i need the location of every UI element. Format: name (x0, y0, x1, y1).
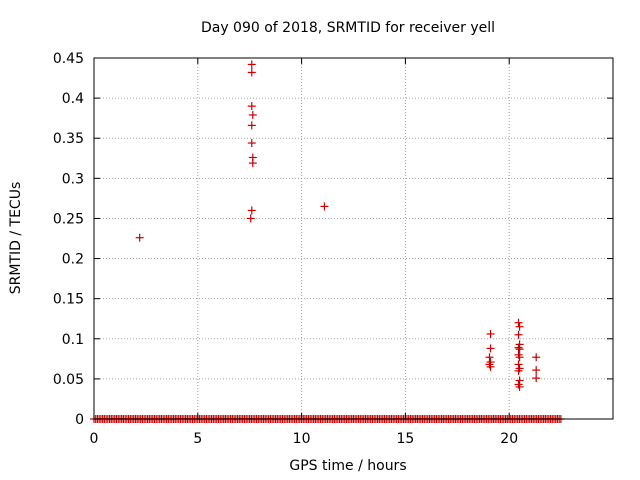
data-point (486, 362, 495, 371)
data-point (532, 374, 541, 383)
x-tick-label: 5 (193, 431, 202, 447)
data-point (247, 60, 256, 69)
data-point (515, 382, 524, 391)
data-point (247, 139, 256, 148)
data-point (320, 202, 329, 211)
data-point (514, 366, 523, 375)
x-tick-label: 0 (90, 431, 99, 447)
y-tick-label: 0.45 (53, 51, 84, 67)
y-tick-label: 0.3 (62, 171, 84, 187)
data-point (485, 353, 494, 362)
data-point (248, 110, 257, 119)
y-tick-label: 0.2 (62, 252, 84, 268)
data-point (247, 121, 256, 130)
data-point (135, 233, 144, 242)
data-point (514, 343, 523, 352)
x-axis-label: GPS time / hours (289, 458, 406, 474)
plot-frame (93, 57, 614, 420)
data-point (515, 353, 524, 362)
y-axis-ticks: 0 0.05 0.1 0.15 0.2 0.25 0.3 0.35 0.4 0.45 (53, 51, 613, 428)
data-point (532, 353, 541, 362)
data-point (532, 366, 541, 375)
data-point (486, 344, 495, 353)
data-point (247, 206, 256, 215)
data-point (247, 68, 256, 77)
y-tick-label: 0 (75, 412, 84, 428)
data-point (515, 345, 524, 354)
data-point (248, 159, 257, 168)
y-tick-label: 0.1 (62, 332, 84, 348)
y-tick-label: 0.25 (53, 211, 84, 227)
y-tick-label: 0.4 (62, 91, 84, 107)
x-tick-label: 10 (293, 431, 311, 447)
data-points (135, 60, 541, 391)
data-point (514, 330, 523, 339)
data-point (246, 214, 255, 223)
data-point (486, 329, 495, 338)
chart-title: Day 090 of 2018, SRMTID for receiver yel… (201, 20, 495, 36)
x-axis-ticks: 0 5 10 15 20 (90, 58, 518, 447)
y-tick-label: 0.35 (53, 131, 84, 147)
y-axis-label: SRMTID / TECUs (8, 182, 24, 295)
x-tick-label: 15 (396, 431, 414, 447)
data-point (515, 322, 524, 331)
y-tick-label: 0.15 (53, 292, 84, 308)
x-tick-label: 20 (500, 431, 518, 447)
data-point (247, 102, 256, 111)
grid-lines (94, 58, 613, 419)
y-tick-label: 0.05 (53, 372, 84, 388)
data-point (514, 318, 523, 327)
